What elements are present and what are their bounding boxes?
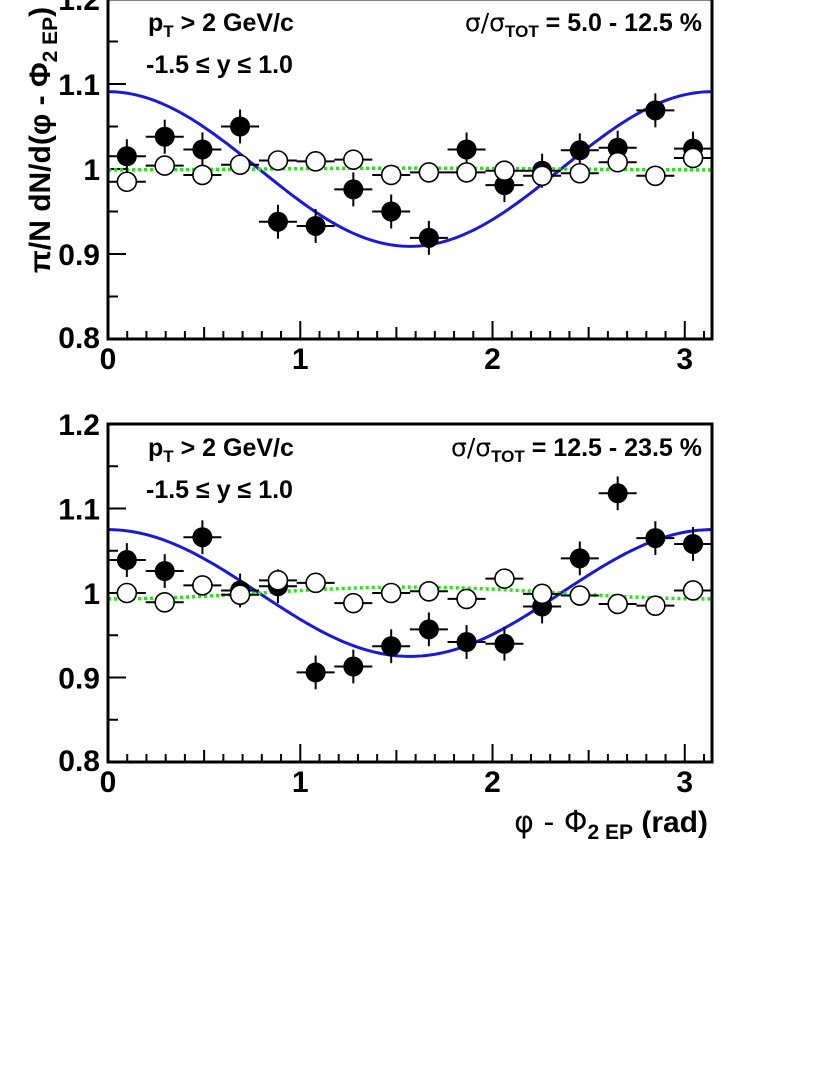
filled-data-point xyxy=(607,483,628,504)
plot-frame xyxy=(106,0,714,341)
plot-frame xyxy=(106,422,714,764)
filled-data-point xyxy=(569,140,590,161)
filled-data-point xyxy=(116,146,137,167)
bottom-panel: 0.8 0.9 1 1.1 1.2 0 1 2 3 pT > 2 GeV/c -1.5 ≤ y ≤ … xyxy=(58,409,714,844)
open-data-point xyxy=(192,575,213,596)
filled-fit-curve xyxy=(107,90,713,248)
y-tick-label: 0.9 xyxy=(58,239,100,272)
filled-data-point xyxy=(343,179,364,200)
filled-data-point xyxy=(645,528,666,549)
y-axis-title: π/N dN/d(φ - Φ2 EP) xyxy=(24,7,62,273)
filled-data-point xyxy=(645,100,666,121)
filled-data-point xyxy=(494,175,515,196)
y-tick-label: 1 xyxy=(83,578,100,611)
open-data-point xyxy=(380,582,402,604)
x-tick-label: 1 xyxy=(292,343,309,376)
filled-data-point xyxy=(607,137,628,158)
filled-data-point xyxy=(343,656,364,677)
open-data-point xyxy=(682,580,704,601)
open-fit-curve xyxy=(108,166,712,172)
pt-cut-label: pT > 2 GeV/c xyxy=(148,9,294,41)
open-data-point xyxy=(456,162,477,183)
open-data-point xyxy=(494,568,515,589)
filled-data-point xyxy=(418,619,439,640)
open-data-point xyxy=(267,150,289,171)
open-data-point xyxy=(305,572,326,594)
filled-data-point xyxy=(418,227,439,248)
x-axis-title: φ - Φ2 EP (rad) xyxy=(514,805,708,844)
x-tick-label: 3 xyxy=(676,766,693,799)
filled-data-point xyxy=(305,215,326,236)
y-tick-label: 1.1 xyxy=(58,69,100,102)
x-tick-label: 1 xyxy=(292,766,309,799)
open-data-point xyxy=(116,171,138,193)
filled-data-point xyxy=(154,561,175,582)
x-tick-label: 2 xyxy=(484,343,501,376)
centrality-label: σ/σTOT = 5.0 - 12.5 % xyxy=(465,8,702,41)
filled-data-point xyxy=(456,139,477,160)
y-tick-label: 0.8 xyxy=(58,322,100,355)
pt-cut-label: pT > 2 GeV/c xyxy=(148,434,294,466)
open-data-point xyxy=(494,160,515,181)
top-panel: 0.8 0.9 1 1.1 1.2 0 1 2 3 pT > 2 GeV/c -1.5 ≤ y ≤ … xyxy=(24,0,714,376)
filled-data-point xyxy=(154,126,175,147)
open-data-point xyxy=(229,154,251,176)
filled-data-point xyxy=(192,139,213,160)
open-data-point xyxy=(305,151,326,172)
open-data-point xyxy=(569,585,591,606)
open-data-point xyxy=(343,592,364,614)
filled-data-point xyxy=(456,632,477,653)
rapidity-cut-label: -1.5 ≤ y ≤ 1.0 xyxy=(146,51,293,79)
filled-data-point xyxy=(116,550,137,571)
filled-data-point xyxy=(305,662,326,683)
x-tick-label: 2 xyxy=(484,766,501,799)
open-data-point xyxy=(116,582,138,604)
open-data-point xyxy=(531,165,553,187)
x-tick-label: 3 xyxy=(676,343,693,376)
rapidity-cut-label: -1.5 ≤ y ≤ 1.0 xyxy=(146,476,293,504)
open-data-point xyxy=(418,581,440,602)
open-data-point xyxy=(154,591,176,613)
open-data-point xyxy=(645,595,666,616)
filled-data-point xyxy=(230,116,251,137)
filled-data-point xyxy=(192,527,213,548)
y-tick-label: 1 xyxy=(83,154,100,187)
open-data-point xyxy=(380,164,402,186)
filled-data-point xyxy=(569,548,590,569)
open-data-point xyxy=(456,588,477,610)
y-tick-label: 1.1 xyxy=(58,494,100,527)
open-data-point xyxy=(607,593,628,615)
open-data-point xyxy=(192,164,213,186)
open-data-point xyxy=(229,584,251,605)
x-tick-label: 0 xyxy=(100,343,117,376)
open-data-point xyxy=(569,162,591,184)
filled-data-point xyxy=(267,211,288,232)
open-data-point xyxy=(607,151,628,173)
x-tick-label: 0 xyxy=(100,766,117,799)
open-data-point xyxy=(682,147,704,169)
filled-data-point xyxy=(683,533,704,554)
open-data-point xyxy=(267,570,289,591)
y-tick-label: 1.2 xyxy=(58,0,100,17)
y-tick-label: 0.9 xyxy=(58,663,100,696)
open-data-point xyxy=(531,583,553,605)
open-data-point xyxy=(154,155,176,176)
centrality-label: σ/σTOT = 12.5 - 23.5 % xyxy=(451,433,702,466)
filled-data-point xyxy=(381,636,402,657)
y-tick-label: 0.8 xyxy=(58,745,100,778)
open-data-point xyxy=(343,149,364,170)
filled-data-point xyxy=(494,633,515,654)
open-fit-curve xyxy=(108,585,712,601)
open-data-point xyxy=(418,162,440,183)
filled-data-point xyxy=(381,201,402,222)
y-tick-label: 1.2 xyxy=(58,409,100,442)
filled-fit-curve xyxy=(107,528,713,658)
open-data-point xyxy=(645,165,666,187)
